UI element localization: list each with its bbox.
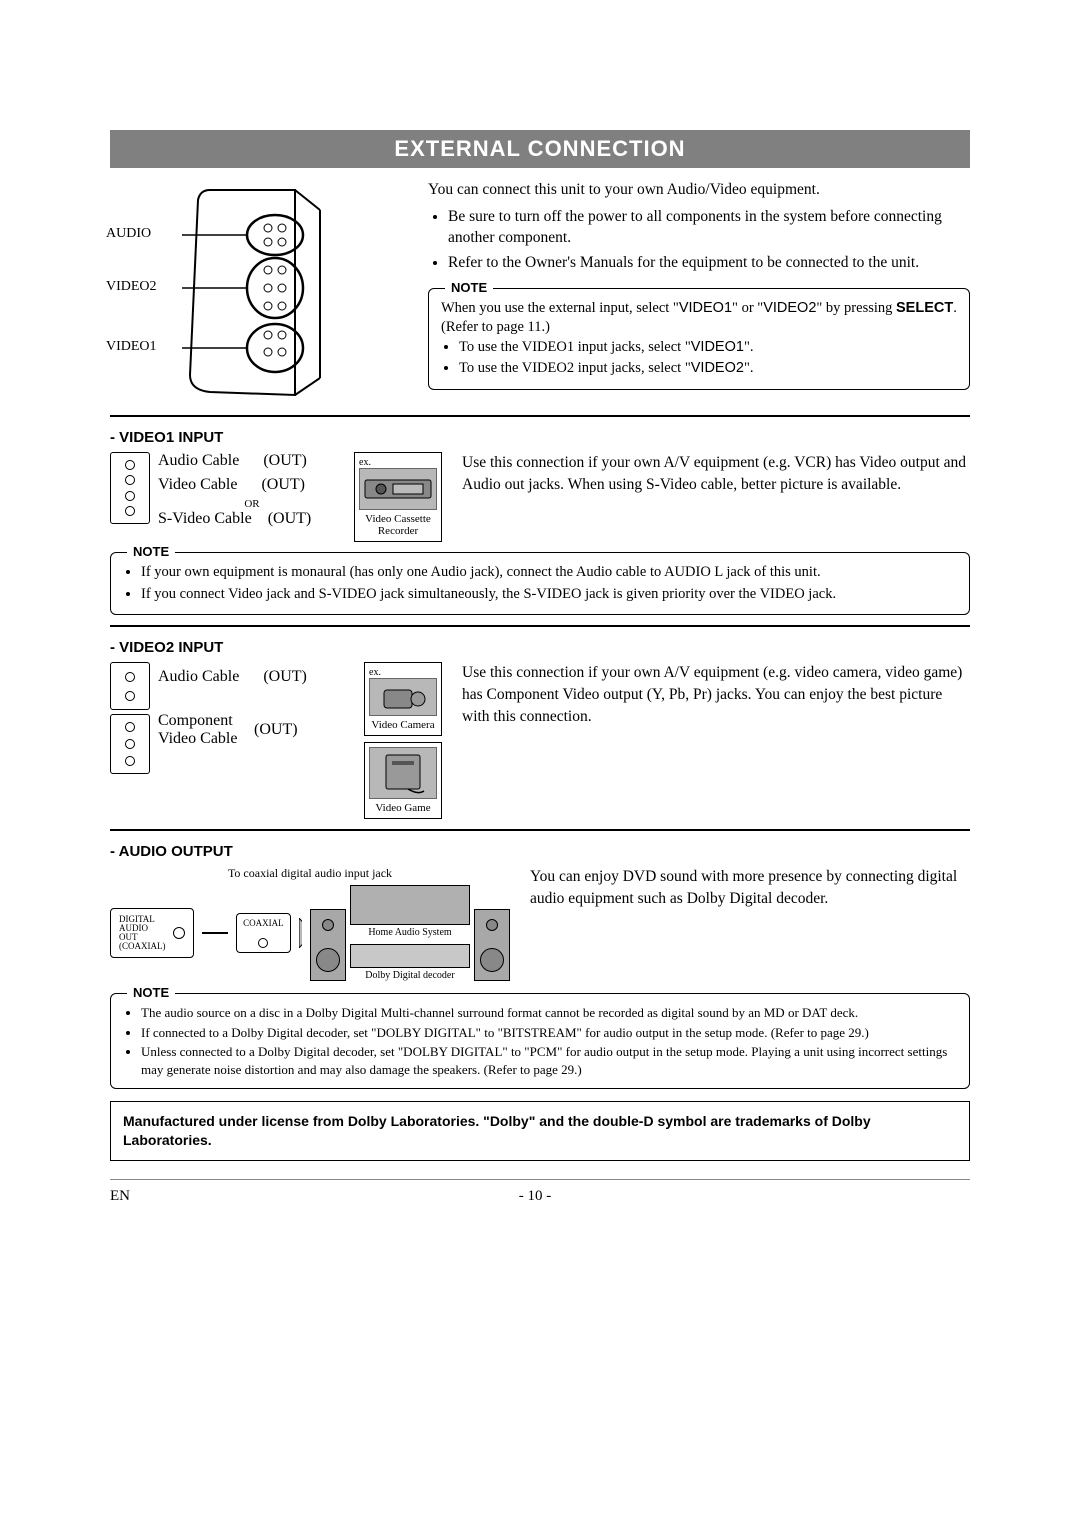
- cable-label: Component Video Cable: [158, 712, 238, 748]
- video1-heading: - VIDEO1 INPUT: [110, 429, 970, 446]
- label-video1: VIDEO1: [106, 339, 157, 355]
- arrow-icon: [299, 918, 302, 948]
- video2-section: Audio Cable (OUT) Component Video Cable …: [110, 662, 970, 819]
- coax-jack-icon: [173, 927, 185, 939]
- audio-diagram: To coaxial digital audio input jack DIGI…: [110, 866, 510, 981]
- intro-bullets: Be sure to turn off the power to all com…: [428, 207, 970, 274]
- note-list: If your own equipment is monaural (has o…: [123, 563, 957, 604]
- footer-page: - 10 -: [519, 1188, 552, 1205]
- cable-label: Audio Cable: [158, 668, 239, 686]
- note-list: The audio source on a disc in a Dolby Di…: [123, 1004, 957, 1078]
- vcr-icon: [359, 468, 437, 510]
- note-item: If connected to a Dolby Digital decoder,…: [141, 1024, 957, 1042]
- game-device: Video Game: [364, 742, 442, 819]
- legal-notice: Manufactured under license from Dolby La…: [110, 1101, 970, 1161]
- jack-panel: [110, 452, 150, 524]
- audio-note: NOTE The audio source on a disc in a Dol…: [110, 993, 970, 1089]
- cable-label: To coaxial digital audio input jack: [110, 866, 510, 881]
- divider: [110, 829, 970, 831]
- video1-note: NOTE If your own equipment is monaural (…: [110, 552, 970, 615]
- divider: [110, 415, 970, 417]
- cable-line: [202, 923, 228, 943]
- jack-panel: [110, 662, 150, 710]
- divider: [110, 625, 970, 627]
- label-video2: VIDEO2: [106, 279, 157, 295]
- video2-text: Use this connection if your own A/V equi…: [462, 662, 970, 819]
- footer-lang: EN: [110, 1188, 130, 1205]
- cable-label: Audio Cable: [158, 452, 239, 470]
- home-audio-system: Home Audio System Dolby Digital decoder: [310, 885, 510, 981]
- cable-label: Video Cable: [158, 476, 237, 494]
- note-item: The audio source on a disc in a Dolby Di…: [141, 1004, 957, 1022]
- note-label: NOTE: [445, 279, 493, 297]
- page-footer: EN - 10 -: [110, 1188, 970, 1205]
- note-item: Unless connected to a Dolby Digital deco…: [141, 1043, 957, 1078]
- vcr-device: ex. Video Cassette Recorder: [354, 452, 442, 542]
- speaker-icon: [310, 909, 346, 981]
- note-item: If your own equipment is monaural (has o…: [141, 563, 957, 583]
- game-icon: [369, 747, 437, 799]
- audio-text: You can enjoy DVD sound with more presen…: [530, 866, 970, 981]
- video2-diagram: Audio Cable (OUT) Component Video Cable …: [110, 662, 442, 819]
- or-label: OR: [244, 498, 259, 510]
- note-bullet: To use the VIDEO2 input jacks, select "V…: [459, 359, 957, 379]
- video1-text: Use this connection if your own A/V equi…: [462, 452, 970, 542]
- note-bullets: To use the VIDEO1 input jacks, select "V…: [441, 338, 957, 379]
- coaxial-port: DIGITAL AUDIO OUT (COAXIAL): [110, 908, 194, 958]
- decoder-icon: [350, 944, 470, 968]
- page-title: EXTERNAL CONNECTION: [110, 130, 970, 168]
- camera-device: ex. Video Camera: [364, 662, 442, 736]
- top-note: NOTE When you use the external input, se…: [428, 288, 970, 390]
- note-label: NOTE: [127, 543, 175, 561]
- page-content: EXTERNAL CONNECTION: [110, 130, 970, 1180]
- note-item: If you connect Video jack and S-VIDEO ja…: [141, 585, 957, 605]
- label-audio: AUDIO: [106, 226, 151, 242]
- top-section: AUDIO VIDEO2 VIDEO1 You can connect this…: [110, 180, 970, 405]
- coax-jack-icon: [258, 938, 268, 948]
- video1-section: Audio Cable (OUT) Video Cable (OUT) OR S…: [110, 452, 970, 542]
- bullet: Be sure to turn off the power to all com…: [448, 207, 970, 249]
- camera-icon: [369, 678, 437, 716]
- video1-diagram: Audio Cable (OUT) Video Cable (OUT) OR S…: [110, 452, 442, 542]
- note-label: NOTE: [127, 984, 175, 1002]
- cable-label: S-Video Cable: [158, 510, 252, 528]
- audio-heading: - AUDIO OUTPUT: [110, 843, 970, 860]
- intro-text: You can connect this unit to your own Au…: [428, 180, 970, 201]
- receiver-icon: [350, 885, 470, 925]
- speaker-icon: [474, 909, 510, 981]
- note-bullet: To use the VIDEO1 input jacks, select "V…: [459, 338, 957, 358]
- top-text: You can connect this unit to your own Au…: [428, 180, 970, 405]
- coaxial-in: COAXIAL: [236, 913, 291, 953]
- tv-back-diagram: AUDIO VIDEO2 VIDEO1: [110, 180, 410, 405]
- jack-panel: [110, 714, 150, 774]
- audio-section: To coaxial digital audio input jack DIGI…: [110, 866, 970, 981]
- bullet: Refer to the Owner's Manuals for the equ…: [448, 253, 970, 274]
- video2-heading: - VIDEO2 INPUT: [110, 639, 970, 656]
- note-text: When you use the external input, select …: [441, 299, 957, 338]
